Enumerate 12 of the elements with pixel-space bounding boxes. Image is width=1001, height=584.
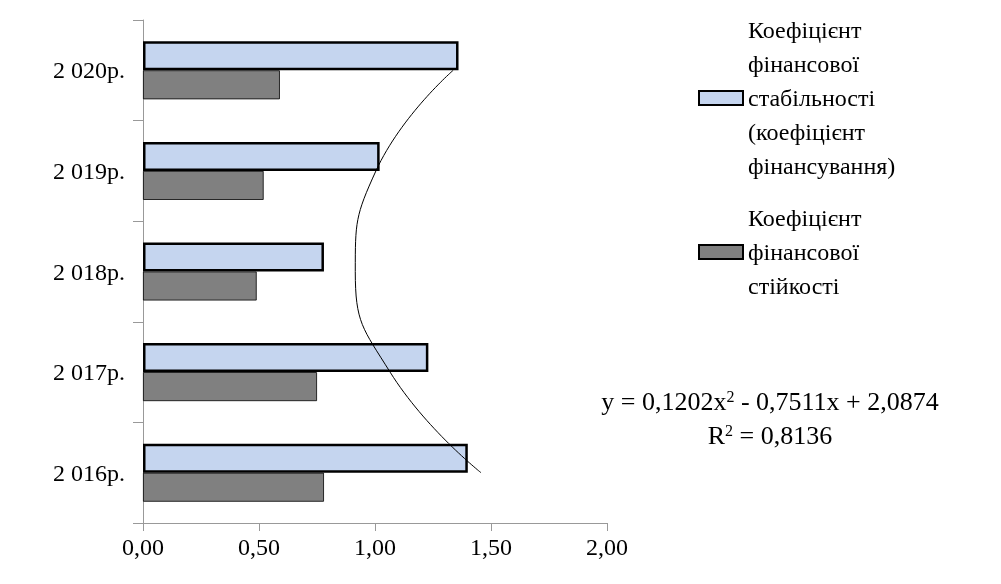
x-tick-label: 2,00 (586, 534, 628, 560)
y-tick-label: 2 017р. (53, 359, 125, 386)
x-tick-label: 1,00 (354, 534, 396, 560)
legend-label: Коефіцієнт фінансової стабільності (коефіцієнт фінансування) (748, 17, 896, 179)
y-tick-label: 2 020р. (53, 57, 125, 84)
legend-label: Коефіцієнт фінансової стійкості (748, 205, 862, 299)
y-tick-label: 2 016р. (53, 459, 125, 486)
x-tick-label: 0,00 (122, 534, 164, 560)
y-tick-label: 2 019р. (53, 157, 125, 184)
y-tick-label: 2 018р. (53, 258, 125, 285)
x-tick-label: 0,50 (238, 534, 280, 560)
x-tick-label: 1,50 (470, 534, 512, 560)
